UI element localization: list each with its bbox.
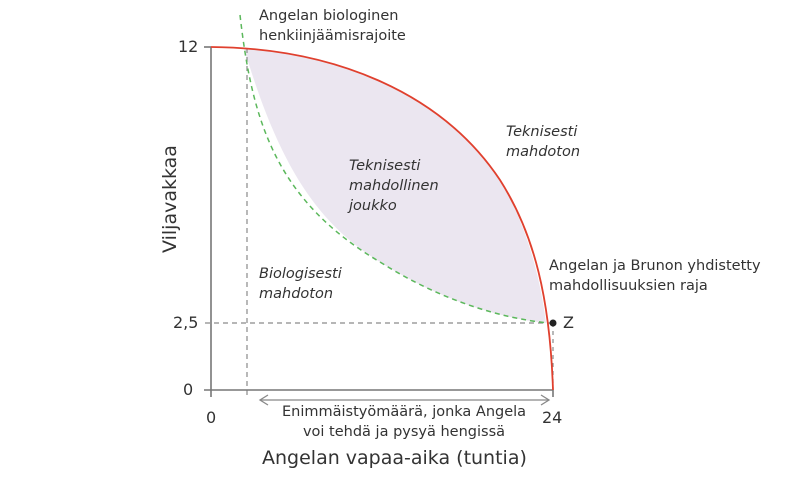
y-tick-label-2-5: 2,5 bbox=[173, 313, 199, 332]
frontier-label: Angelan ja Brunon yhdistetty mahdollisuu… bbox=[549, 256, 761, 296]
max-work-label: Enimmäistyömäärä, jonka Angela voi tehdä… bbox=[282, 402, 526, 442]
feasible-line3: joukko bbox=[349, 198, 397, 214]
max-work-arrow-left-head bbox=[258, 394, 269, 406]
feasible-set-label: Teknisesti mahdollinen joukko bbox=[349, 156, 439, 216]
constraint-label: Angelan biologinen henkiinjäämisrajoite bbox=[259, 6, 406, 46]
feasible-region bbox=[244, 48, 546, 323]
feasible-line2: mahdollinen bbox=[349, 178, 439, 194]
point-z-marker bbox=[549, 319, 557, 327]
x-axis-title: Angelan vapaa-aika (tuntia) bbox=[262, 447, 527, 469]
constraint-label-line2: henkiinjäämisrajoite bbox=[259, 28, 406, 44]
survival-constraint-curve bbox=[239, 14, 549, 324]
frontier-line2: mahdollisuuksien raja bbox=[549, 278, 708, 294]
point-z-label: Z bbox=[563, 313, 574, 332]
tech-impossible-line2: mahdoton bbox=[506, 144, 581, 160]
bio-impossible-line1: Biologisesti bbox=[259, 266, 342, 282]
y-axis-title: Viljavakkaa bbox=[159, 145, 181, 253]
tech-impossible-label: Teknisesti mahdoton bbox=[506, 122, 580, 162]
y-tick-label-12: 12 bbox=[178, 37, 199, 56]
x-tick-label-24: 24 bbox=[542, 408, 563, 427]
y-tick-label-0: 0 bbox=[183, 380, 194, 399]
feasible-line1: Teknisesti bbox=[349, 158, 421, 174]
max-work-arrow-right-head bbox=[540, 394, 551, 406]
bio-impossible-line2: mahdoton bbox=[259, 286, 334, 302]
max-work-line1: Enimmäistyömäärä, jonka Angela bbox=[282, 404, 527, 420]
max-work-line2: voi tehdä ja pysyä hengissä bbox=[302, 424, 506, 440]
constraint-label-line1: Angelan biologinen bbox=[259, 8, 399, 24]
frontier-line1: Angelan ja Brunon yhdistetty bbox=[549, 258, 761, 274]
bio-impossible-label: Biologisesti mahdoton bbox=[259, 264, 342, 304]
frontier-curve bbox=[210, 46, 554, 391]
x-tick-label-0: 0 bbox=[206, 408, 217, 427]
tech-impossible-line1: Teknisesti bbox=[506, 124, 578, 140]
